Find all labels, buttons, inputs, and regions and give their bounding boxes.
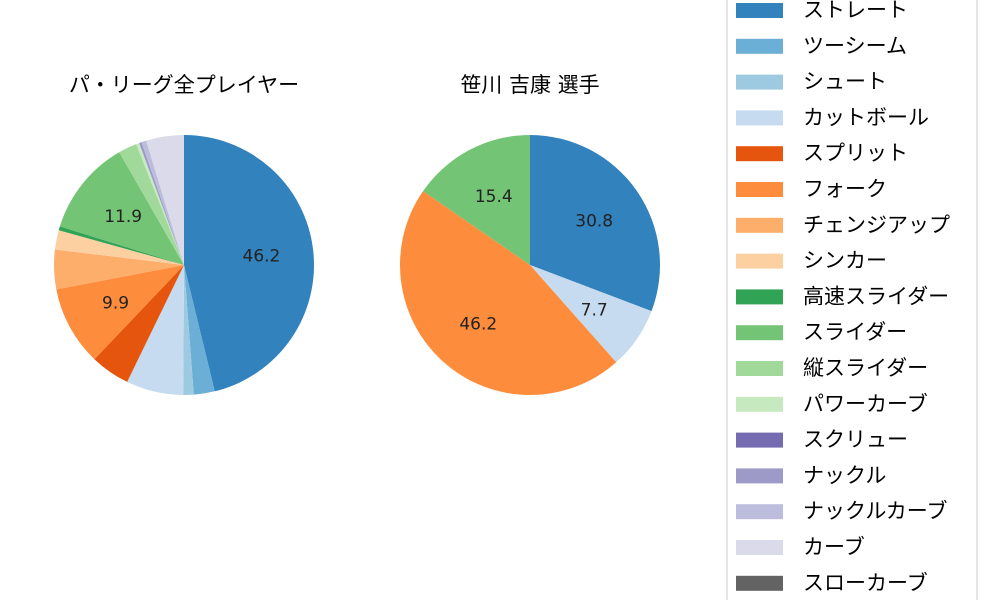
legend-label-16: スローカーブ [803,571,928,595]
legend-swatch-4 [736,146,783,162]
legend-label-10: 縦スライダー [803,356,928,380]
pie-1-slice-7 [54,230,184,265]
pie-1-title: パ・リーグ全プレイヤー [69,73,299,97]
legend-label-12: スクリュー [803,428,908,452]
legend-swatch-11 [736,396,783,412]
pie-1-slice-1 [184,265,215,395]
legend-swatch-8 [736,289,783,305]
legend-swatch-0 [736,3,783,18]
pie-1-slice-14 [146,135,184,265]
pie-1-slice-5 [56,265,184,360]
legend-label-3: カットボール [803,105,929,129]
legend-label-6: チェンジアップ [803,213,950,237]
legend-swatch-13 [736,468,783,484]
legend-swatch-16 [736,575,783,591]
legend-swatch-2 [736,74,783,90]
legend-swatch-10 [736,361,783,376]
legend-swatch-14 [736,504,783,520]
pie-1-slice-2 [183,265,194,395]
pie-1-slice-3 [127,265,184,395]
pie-2-label-1: 7.7 [581,300,608,320]
pie-2-slice-2 [399,191,617,395]
pie-1-slice-0 [184,135,315,392]
pie-1-slice-8 [58,226,184,265]
legend-label-1: ツーシーム [803,34,907,58]
legend-label-7: シンカー [803,249,887,273]
pie-1: 46.2 9.9 11.9 [54,135,315,395]
legend-swatch-9 [736,325,783,341]
pie-1-slice-9 [59,152,184,265]
pie-1-slice-4 [94,265,184,382]
pie-2-slice-0 [530,135,661,312]
legend-swatch-3 [736,110,783,126]
pie-1-label-5: 9.9 [102,293,129,313]
legend-label-13: ナックル [803,463,886,487]
pie-2-label-0: 30.8 [575,212,613,232]
legend-label-15: カーブ [803,535,865,559]
pie-1-slice-6 [54,249,185,290]
pie-1-label-0: 46.2 [243,247,281,267]
legend-label-9: スライダー [803,320,907,344]
legend-label-11: パワーカーブ [803,392,928,416]
legend: ストレートツーシームシュートカットボールスプリットフォークチェンジアップシンカー… [726,0,978,600]
legend-label-14: ナックルカーブ [803,499,947,523]
pie-2-label-2: 46.2 [459,314,497,334]
pie-2-title: 笹川 吉康 選手 [460,73,599,97]
legend-label-0: ストレート [803,0,908,22]
legend-frame [726,0,978,600]
pie-1-slice-12 [139,142,184,265]
legend-label-8: 高速スライダー [803,284,949,308]
legend-label-2: シュート [803,70,887,94]
legend-label-5: フォーク [803,177,887,201]
pie-2-label-3: 15.4 [475,187,513,207]
legend-swatch-12 [736,432,783,448]
pie-2: 30.8 7.7 46.2 15.4 [399,135,661,395]
pie-1-label-9: 11.9 [104,207,142,227]
legend-swatch-6 [736,217,783,233]
pie-1-slice-10 [119,144,184,265]
legend-swatch-5 [736,182,783,197]
pie-2-slice-3 [423,135,530,265]
pie-1-slice-13 [141,140,184,265]
legend-swatch-7 [736,253,783,269]
legend-label-4: スプリット [803,141,908,165]
pie-2-slice-1 [530,265,652,363]
pie-1-slice-11 [136,142,184,265]
legend-swatch-1 [736,38,783,54]
legend-swatch-15 [736,540,783,555]
